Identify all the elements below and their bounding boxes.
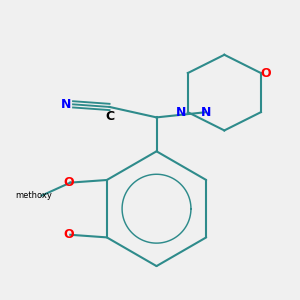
Text: N: N	[61, 98, 72, 111]
Text: methoxy: methoxy	[15, 191, 52, 200]
Text: O: O	[64, 176, 74, 189]
Text: N: N	[176, 106, 187, 119]
Text: O: O	[261, 67, 272, 80]
Text: O: O	[64, 228, 74, 241]
Text: C: C	[105, 110, 114, 123]
Text: N: N	[201, 106, 211, 119]
